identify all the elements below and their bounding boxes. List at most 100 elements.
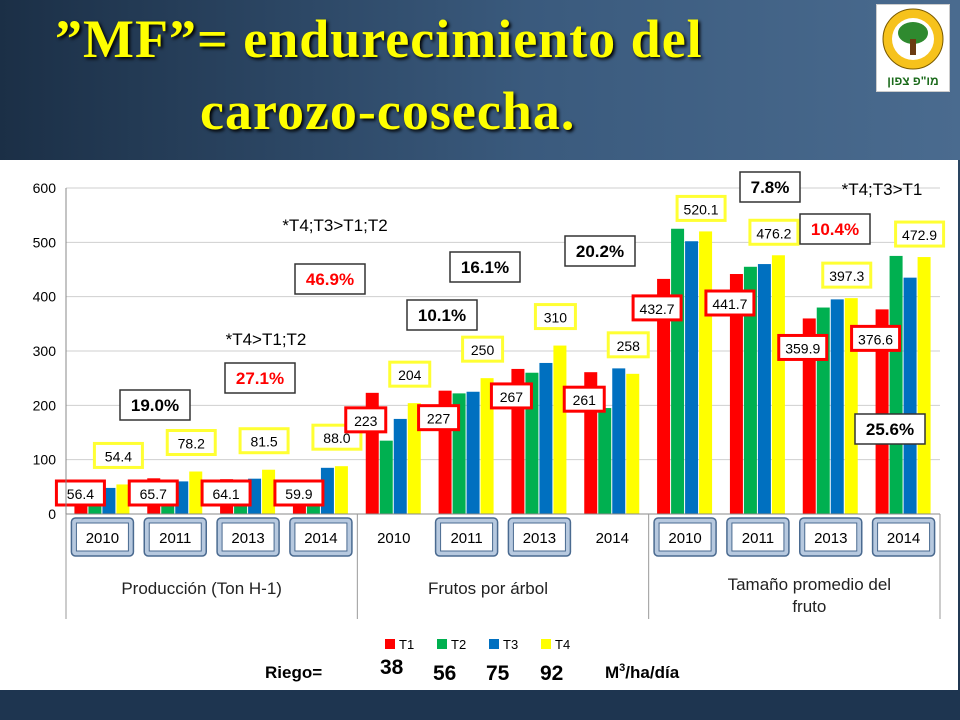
- bar-t4: [626, 373, 640, 514]
- legend-label-t4: T4: [555, 637, 570, 652]
- x-tick-label: 2014: [304, 530, 337, 547]
- annotation: *T4>T1;T2: [226, 330, 307, 349]
- bar-t4: [771, 255, 785, 515]
- data-label-t1: 432.7: [640, 301, 675, 317]
- riego-value: 56: [433, 662, 456, 685]
- category-box-inner: [512, 522, 566, 552]
- data-label-t1-box: [562, 385, 606, 413]
- x-tick-label: 2011: [450, 530, 482, 547]
- legend-swatch: [489, 639, 499, 649]
- bar-t1: [875, 309, 889, 514]
- tree-logo-icon: מו"פ צפון: [876, 4, 950, 92]
- x-tick-label: 2010: [86, 530, 119, 547]
- bar-t4: [699, 231, 713, 514]
- bar-t2: [671, 228, 685, 514]
- legend-swatch: [385, 639, 395, 649]
- data-label-t4: 476.2: [756, 225, 791, 241]
- data-label-t4: 258: [617, 338, 641, 354]
- data-label-t4-box: [533, 303, 577, 331]
- data-label-t4: 78.2: [178, 436, 205, 452]
- legend-swatch: [541, 639, 551, 649]
- data-label-t4: 54.4: [105, 448, 132, 464]
- group-label: Tamaño promedio del fruto: [728, 575, 891, 616]
- annotation: 10.4%: [811, 220, 859, 239]
- annotation: 20.2%: [576, 242, 624, 261]
- group-label: Frutos por árbol: [428, 579, 548, 598]
- category-box-inner: [658, 522, 712, 552]
- bar-t2: [379, 440, 393, 514]
- data-label-t4-box: [894, 220, 946, 248]
- bar-t1: [729, 274, 743, 514]
- data-label-t1-box: [54, 479, 106, 507]
- bar-t3: [830, 299, 844, 514]
- bar-t1: [657, 278, 671, 514]
- data-label-t1-box: [704, 289, 756, 317]
- category-box-inner: [221, 522, 275, 552]
- bar-t4: [334, 466, 348, 514]
- annotation: *T4;T3>T1;T2: [282, 216, 387, 235]
- data-label-t1: 223: [354, 413, 378, 429]
- data-label-t1-box: [127, 479, 179, 507]
- data-label-t1: 56.4: [67, 486, 94, 502]
- x-tick-label: 2014: [596, 530, 629, 547]
- riego-value: 92: [540, 662, 563, 685]
- bar-t4: [189, 471, 203, 514]
- data-label-t1-box: [631, 294, 683, 322]
- data-label-t1: 261: [573, 392, 597, 408]
- legend-label-t3: T3: [503, 637, 518, 652]
- annotation: 19.0%: [131, 396, 179, 415]
- x-tick-label: 2014: [887, 530, 920, 547]
- data-label-t1: 376.6: [858, 331, 893, 347]
- slide-title-line2: carozo-cosecha.: [200, 81, 576, 141]
- x-tick-label: 2011: [742, 530, 774, 547]
- data-label-t1-box: [850, 324, 902, 352]
- annotation: 46.9%: [306, 270, 354, 289]
- category-box-inner: [294, 522, 348, 552]
- legend-label-t2: T2: [451, 637, 466, 652]
- category-box-inner: [731, 522, 785, 552]
- bar-t4: [553, 345, 567, 514]
- annotation: 10.1%: [418, 306, 466, 325]
- annotation-box: [224, 362, 296, 394]
- logo-text: מו"פ צפון: [887, 74, 939, 88]
- data-label-t4-box: [821, 261, 873, 289]
- data-label-t1: 267: [500, 389, 524, 405]
- y-tick-label: 600: [33, 180, 57, 196]
- category-box-inner: [877, 522, 931, 552]
- data-label-t1-box: [273, 479, 325, 507]
- data-label-t4-box: [238, 427, 290, 455]
- riego-label: Riego=: [265, 663, 322, 682]
- annotation-box: [406, 299, 478, 331]
- x-tick-label: 2010: [377, 530, 410, 547]
- riego-value: 75: [486, 662, 510, 685]
- slide-title-line1: ”MF”= endurecimiento del: [55, 9, 703, 69]
- x-tick-label: 2010: [668, 530, 701, 547]
- data-label-t4: 88.0: [323, 430, 350, 446]
- bar-t4: [116, 484, 130, 514]
- annotation-box: [564, 235, 636, 267]
- y-tick-label: 400: [33, 289, 57, 305]
- data-label-t4: 250: [471, 342, 495, 358]
- annotation-box: [119, 389, 191, 421]
- data-label-t1-box: [489, 382, 533, 410]
- y-tick-label: 200: [33, 397, 57, 413]
- annotation-box: [799, 213, 871, 245]
- riego-value: 38: [380, 656, 404, 679]
- bar-t2: [88, 503, 102, 514]
- bar-t3: [393, 418, 407, 514]
- y-tick-label: 0: [48, 506, 56, 522]
- data-label-t4-box: [675, 194, 727, 222]
- data-label-t4: 81.5: [250, 434, 277, 450]
- data-label-t1: 441.7: [712, 296, 747, 312]
- slide-footer: [0, 690, 960, 720]
- bar-t3: [466, 391, 480, 514]
- data-label-t1-box: [200, 479, 252, 507]
- data-label-t1: 227: [427, 411, 451, 427]
- bar-t1: [802, 318, 816, 514]
- category-box-inner: [804, 522, 858, 552]
- bar-t4: [844, 298, 858, 514]
- annotation-box: [294, 263, 366, 295]
- bar-t3: [903, 277, 917, 514]
- bar-t2: [889, 255, 903, 514]
